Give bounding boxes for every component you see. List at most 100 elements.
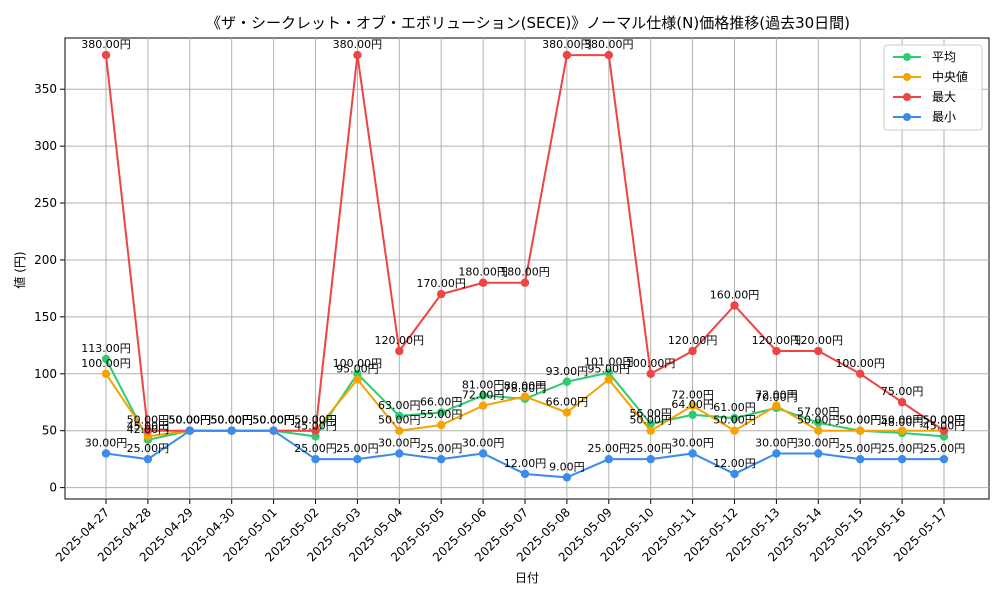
data-label: 95.00円 bbox=[336, 362, 379, 375]
data-point bbox=[101, 50, 111, 60]
legend-box bbox=[883, 44, 983, 131]
data-point bbox=[437, 454, 446, 464]
data-label: 50.00円 bbox=[839, 414, 882, 427]
data-label: 61.00円 bbox=[713, 401, 756, 414]
data-point bbox=[311, 426, 320, 435]
data-label: 30.00円 bbox=[462, 436, 505, 449]
data-label: 50.00円 bbox=[294, 414, 337, 427]
data-label: 30.00円 bbox=[378, 436, 421, 449]
data-point bbox=[604, 368, 613, 377]
data-point bbox=[395, 426, 404, 435]
data-point bbox=[520, 392, 530, 401]
data-label: 50.00円 bbox=[252, 414, 295, 427]
data-point bbox=[101, 354, 111, 364]
data-label: 50.00円 bbox=[923, 414, 966, 427]
data-point bbox=[856, 426, 865, 435]
y-tick-label: 300 bbox=[34, 139, 57, 153]
data-label: 63.00円 bbox=[378, 399, 421, 412]
data-label: 380.00円 bbox=[81, 38, 131, 51]
data-point bbox=[688, 401, 697, 410]
data-label: 120.00円 bbox=[794, 334, 844, 347]
data-label: 25.00円 bbox=[881, 442, 924, 455]
data-label: 50.00円 bbox=[210, 414, 253, 427]
data-label: 45.00円 bbox=[923, 419, 966, 432]
data-label: 25.00円 bbox=[588, 442, 631, 455]
y-tick-label: 50 bbox=[42, 424, 57, 438]
data-point bbox=[814, 449, 823, 458]
data-label: 50.00円 bbox=[169, 414, 212, 427]
data-point bbox=[143, 426, 153, 435]
data-point bbox=[562, 473, 572, 482]
data-point bbox=[730, 469, 739, 479]
data-label: 50.00円 bbox=[713, 414, 756, 427]
data-label: 50.00円 bbox=[629, 414, 672, 427]
y-tick-label: 250 bbox=[34, 196, 57, 210]
data-label: 120.00円 bbox=[375, 334, 425, 347]
data-label: 12.00円 bbox=[504, 457, 547, 470]
data-label: 120.00円 bbox=[668, 334, 718, 347]
data-label: 160.00円 bbox=[710, 288, 760, 301]
y-axis-label: 値 (円) bbox=[12, 251, 27, 288]
y-axis: 0 50 100 150 200 250 300 350 bbox=[34, 82, 65, 495]
data-label: 25.00円 bbox=[839, 442, 882, 455]
data-point bbox=[269, 426, 278, 435]
data-label: 9.00円 bbox=[549, 460, 585, 473]
y-tick-label: 150 bbox=[34, 310, 57, 324]
data-point bbox=[101, 449, 111, 458]
y-tick-label: 200 bbox=[34, 253, 57, 267]
data-point bbox=[227, 426, 236, 435]
legend-marker bbox=[903, 113, 911, 121]
series-layer bbox=[101, 50, 949, 482]
legend-label: 平均 bbox=[932, 50, 956, 64]
y-tick-label: 0 bbox=[49, 481, 57, 495]
data-label: 70.00円 bbox=[755, 391, 798, 404]
legend-marker bbox=[903, 53, 911, 61]
data-point bbox=[939, 454, 949, 464]
data-label: 56.00円 bbox=[629, 407, 672, 420]
legend-label: 中央値 bbox=[932, 69, 968, 84]
data-point bbox=[478, 391, 488, 400]
data-label: 50.00円 bbox=[169, 414, 212, 427]
data-label: 100.00円 bbox=[81, 357, 131, 370]
data-label: 50.00円 bbox=[127, 414, 170, 427]
data-label: 50.00円 bbox=[210, 414, 253, 427]
data-point bbox=[772, 346, 781, 356]
data-label: 100.00円 bbox=[333, 357, 383, 370]
data-point bbox=[353, 454, 362, 464]
data-label: 50.00円 bbox=[252, 414, 295, 427]
data-point bbox=[688, 449, 697, 458]
data-label: 81.00円 bbox=[462, 378, 505, 391]
data-point bbox=[604, 50, 613, 60]
data-label: 380.00円 bbox=[542, 38, 592, 51]
data-label: 57.00円 bbox=[797, 406, 840, 419]
data-label: 30.00円 bbox=[755, 436, 798, 449]
x-axis: 2025-04-272025-04-282025-04-292025-04-30… bbox=[53, 499, 950, 564]
data-label: 50.00円 bbox=[169, 414, 212, 427]
data-point bbox=[814, 426, 823, 435]
data-label: 93.00円 bbox=[546, 365, 589, 378]
data-label: 78.00円 bbox=[504, 382, 547, 395]
data-label: 25.00円 bbox=[629, 442, 672, 455]
data-point bbox=[395, 411, 404, 421]
legend-marker bbox=[903, 93, 911, 101]
chart-title: 《ザ・シークレット・オブ・エボリューション(SECE)》ノーマル仕様(N)価格推… bbox=[206, 14, 850, 32]
data-point bbox=[939, 426, 949, 435]
data-point bbox=[897, 454, 907, 464]
data-label: 50.00円 bbox=[252, 414, 295, 427]
data-label: 72.00円 bbox=[462, 389, 505, 402]
data-label: 113.00円 bbox=[81, 342, 131, 355]
data-point bbox=[562, 377, 572, 386]
data-label: 25.00円 bbox=[127, 442, 170, 455]
data-label: 95.00円 bbox=[588, 362, 631, 375]
data-label: 180.00円 bbox=[458, 266, 508, 279]
x-axis-label: 日付 bbox=[515, 571, 539, 585]
data-label: 50.00円 bbox=[839, 414, 882, 427]
data-point bbox=[395, 449, 404, 458]
data-point bbox=[897, 426, 907, 435]
data-label: 50.00円 bbox=[169, 414, 212, 427]
y-tick-label: 350 bbox=[34, 82, 57, 96]
data-label: 66.00円 bbox=[546, 395, 589, 408]
data-label: 180.00円 bbox=[500, 266, 550, 279]
y-tick-label: 100 bbox=[34, 367, 57, 381]
